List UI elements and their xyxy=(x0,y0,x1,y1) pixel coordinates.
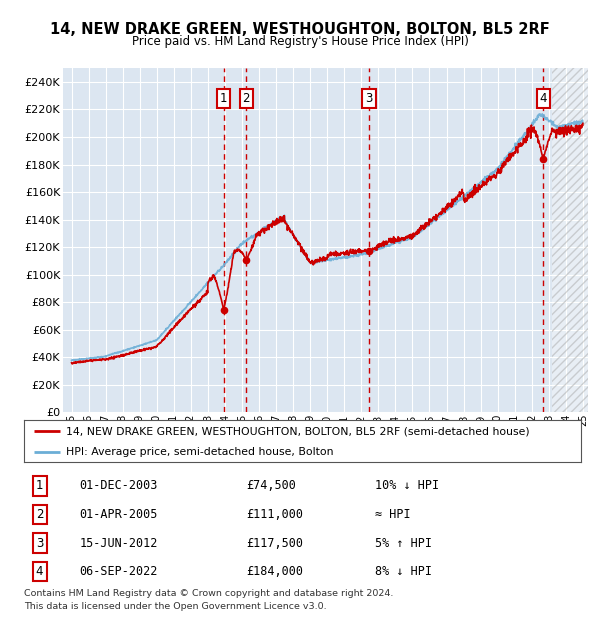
Text: 8% ↓ HPI: 8% ↓ HPI xyxy=(375,565,432,578)
Text: 01-DEC-2003: 01-DEC-2003 xyxy=(80,479,158,492)
Text: 14, NEW DRAKE GREEN, WESTHOUGHTON, BOLTON, BL5 2RF (semi-detached house): 14, NEW DRAKE GREEN, WESTHOUGHTON, BOLTO… xyxy=(66,426,529,436)
Text: 3: 3 xyxy=(36,536,43,549)
Text: £111,000: £111,000 xyxy=(247,508,304,521)
Text: £184,000: £184,000 xyxy=(247,565,304,578)
Bar xyxy=(551,68,588,412)
Text: 01-APR-2005: 01-APR-2005 xyxy=(80,508,158,521)
Text: £117,500: £117,500 xyxy=(247,536,304,549)
Text: 2: 2 xyxy=(242,92,250,105)
Text: Price paid vs. HM Land Registry's House Price Index (HPI): Price paid vs. HM Land Registry's House … xyxy=(131,35,469,48)
Text: 2: 2 xyxy=(36,508,43,521)
Text: 1: 1 xyxy=(36,479,43,492)
Text: ≈ HPI: ≈ HPI xyxy=(375,508,410,521)
Text: 10% ↓ HPI: 10% ↓ HPI xyxy=(375,479,439,492)
Text: HPI: Average price, semi-detached house, Bolton: HPI: Average price, semi-detached house,… xyxy=(66,447,333,457)
Text: 14, NEW DRAKE GREEN, WESTHOUGHTON, BOLTON, BL5 2RF: 14, NEW DRAKE GREEN, WESTHOUGHTON, BOLTO… xyxy=(50,22,550,37)
Text: 15-JUN-2012: 15-JUN-2012 xyxy=(80,536,158,549)
Text: 06-SEP-2022: 06-SEP-2022 xyxy=(80,565,158,578)
Text: 5% ↑ HPI: 5% ↑ HPI xyxy=(375,536,432,549)
Text: 1: 1 xyxy=(220,92,227,105)
Text: 3: 3 xyxy=(365,92,373,105)
Text: £74,500: £74,500 xyxy=(247,479,296,492)
Text: Contains HM Land Registry data © Crown copyright and database right 2024.
This d: Contains HM Land Registry data © Crown c… xyxy=(24,590,394,611)
Bar xyxy=(551,68,588,412)
Text: 4: 4 xyxy=(36,565,43,578)
Text: 4: 4 xyxy=(539,92,547,105)
